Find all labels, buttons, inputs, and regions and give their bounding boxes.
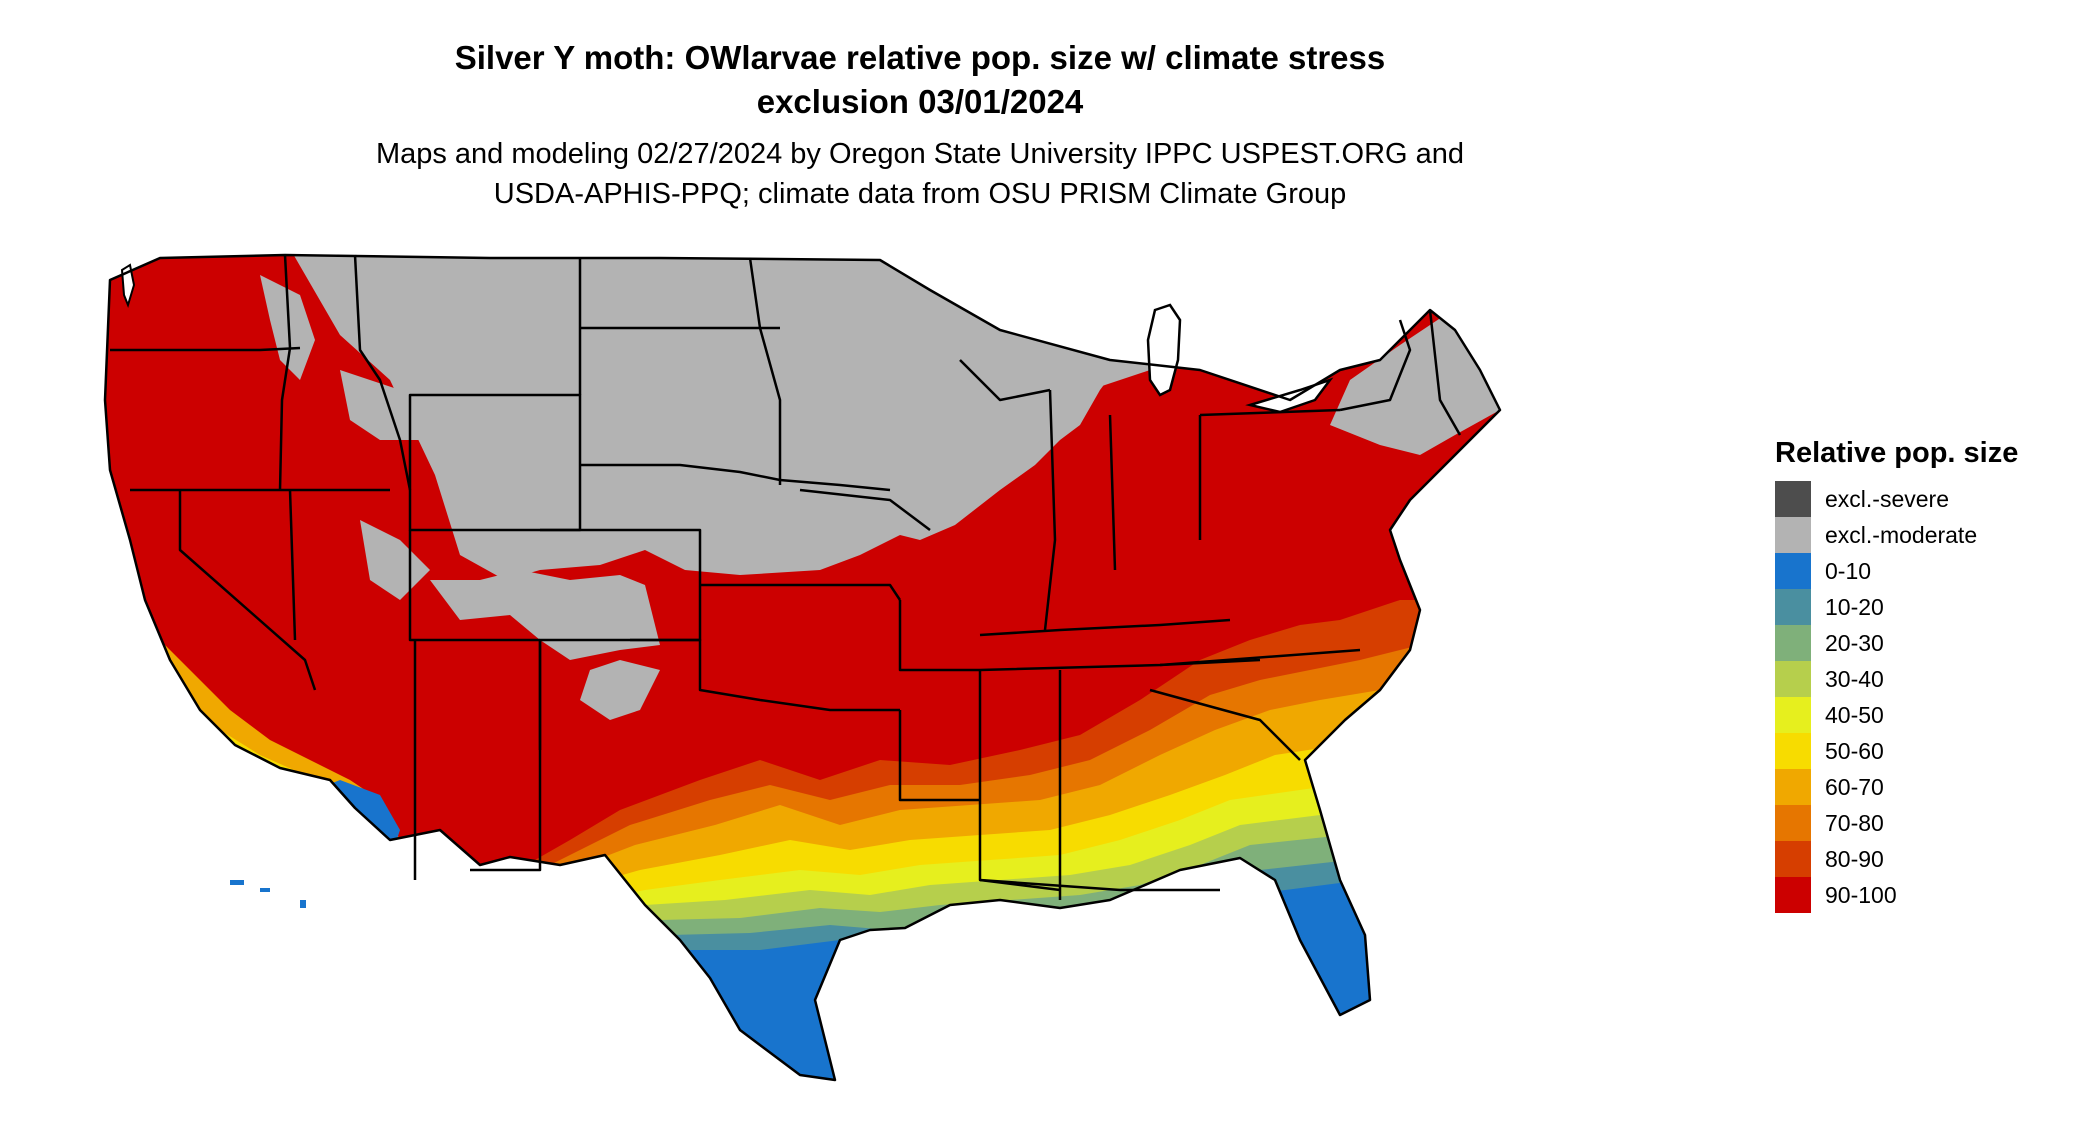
legend-item: 40-50 — [1775, 697, 2075, 733]
legend-item: 90-100 — [1775, 877, 2075, 913]
island-1 — [230, 880, 244, 885]
legend-item: excl.-severe — [1775, 481, 2075, 517]
us-map-svg — [103, 253, 1502, 1082]
legend-label: 40-50 — [1825, 702, 1884, 728]
legend-swatch — [1775, 841, 1811, 877]
legend-swatch — [1775, 697, 1811, 733]
zone-sw-10-20 — [105, 760, 350, 880]
channel-islands — [230, 880, 306, 908]
legend-label: excl.-severe — [1825, 486, 1949, 512]
legend-item: 30-40 — [1775, 661, 2075, 697]
legend-label: 0-10 — [1825, 558, 1872, 584]
legend-items: excl.-severe excl.-moderate 0-10 10-20 20-30… — [1775, 481, 2075, 913]
zone-excl-moderate-utah — [360, 520, 430, 600]
legend-title: Relative pop. size — [1775, 437, 2019, 469]
legend-label: 50-60 — [1825, 738, 1884, 764]
border-id-wa-or — [278, 254, 292, 491]
border-in-oh — [1108, 414, 1117, 571]
legend: Relative pop. size excl.-severe excl.-mod… — [1775, 435, 2075, 913]
legend-swatch — [1775, 769, 1811, 805]
border-wi-mi — [959, 359, 1051, 402]
state-borders — [103, 253, 1502, 1082]
legend-swatch — [1775, 481, 1811, 517]
island-3 — [300, 900, 306, 908]
zone-excl-moderate-idaho — [340, 370, 430, 440]
border-ny-ne — [1339, 319, 1412, 412]
border-ne-ia — [779, 478, 891, 492]
border-mo-ar — [898, 600, 980, 672]
border-wa-or — [110, 346, 301, 352]
legend-swatch — [1775, 661, 1811, 697]
legend-label: 80-90 — [1825, 846, 1884, 872]
legend-label: 70-80 — [1825, 810, 1884, 836]
border-nv-ut — [288, 489, 297, 641]
border-id-mt-wy — [353, 254, 412, 491]
border-ga-fl — [979, 878, 1220, 892]
border-vt-nh-me — [1428, 309, 1462, 436]
legend-item: 70-80 — [1775, 805, 2075, 841]
legend-swatch — [1775, 553, 1811, 589]
border-ky-tn — [979, 618, 1231, 637]
puget-sound — [120, 263, 136, 309]
legend-swatch — [1775, 625, 1811, 661]
map-subtitle-line1: Maps and modeling 02/27/2024 by Oregon S… — [375, 138, 1465, 170]
lake-michigan — [1146, 303, 1182, 397]
map-title-line1: Silver Y moth: OWlarvae relative pop. si… — [454, 39, 1386, 76]
map-title: Silver Y moth: OWlarvae relative pop. si… — [0, 36, 1840, 124]
zone-excl-moderate-rockies — [430, 570, 660, 660]
map-title-line2: exclusion 03/01/2024 — [756, 83, 1084, 120]
legend-label: 10-20 — [1825, 594, 1884, 620]
zone-excl-moderate-nm — [580, 660, 660, 720]
legend-item: 20-30 — [1775, 625, 2075, 661]
legend-item: 50-60 — [1775, 733, 2075, 769]
zone-excl-moderate-north — [285, 255, 1130, 580]
legend-item: 10-20 — [1775, 589, 2075, 625]
legend-label: 60-70 — [1825, 774, 1884, 800]
pop-size-fill — [105, 255, 1500, 1080]
legend-item: 0-10 — [1775, 553, 2075, 589]
legend-label: 90-100 — [1825, 882, 1897, 908]
legend-item: 80-90 — [1775, 841, 2075, 877]
border-mn — [748, 257, 782, 485]
border-nc-sc — [1149, 688, 1301, 761]
map-subtitle: Maps and modeling 02/27/2024 by Oregon S… — [0, 134, 1840, 214]
border-pa-ny — [1199, 408, 1341, 417]
border-ar-la — [898, 710, 980, 802]
us-map — [100, 240, 1760, 1120]
border-ut-co — [408, 530, 540, 642]
legend-item: excl.-moderate — [1775, 517, 2075, 553]
legend-swatch — [1775, 589, 1811, 625]
border-il-in — [1043, 389, 1057, 631]
legend-label: excl.-moderate — [1825, 522, 1978, 548]
legend-swatch — [1775, 517, 1811, 553]
island-2 — [260, 888, 270, 892]
legend-item: 60-70 — [1775, 769, 2075, 805]
zone-sw-0-10 — [105, 785, 325, 890]
legend-swatch — [1775, 877, 1811, 913]
map-subtitle-line2: USDA-APHIS-PPQ; climate data from OSU PR… — [493, 178, 1347, 210]
border-ok-tx — [630, 638, 900, 712]
border-ks-ok — [700, 583, 902, 601]
legend-label: 20-30 — [1825, 630, 1884, 656]
border-sd-ne — [580, 463, 781, 482]
legend-swatch — [1775, 805, 1811, 841]
zone-excl-moderate-cascades — [260, 275, 315, 380]
legend-label: 30-40 — [1825, 666, 1884, 692]
legend-swatch — [1775, 733, 1811, 769]
border-ia-mo — [799, 488, 931, 531]
border-ca-nv-diag — [178, 490, 317, 691]
border-nm-tx — [470, 640, 542, 872]
border-va-nc — [1159, 648, 1361, 667]
